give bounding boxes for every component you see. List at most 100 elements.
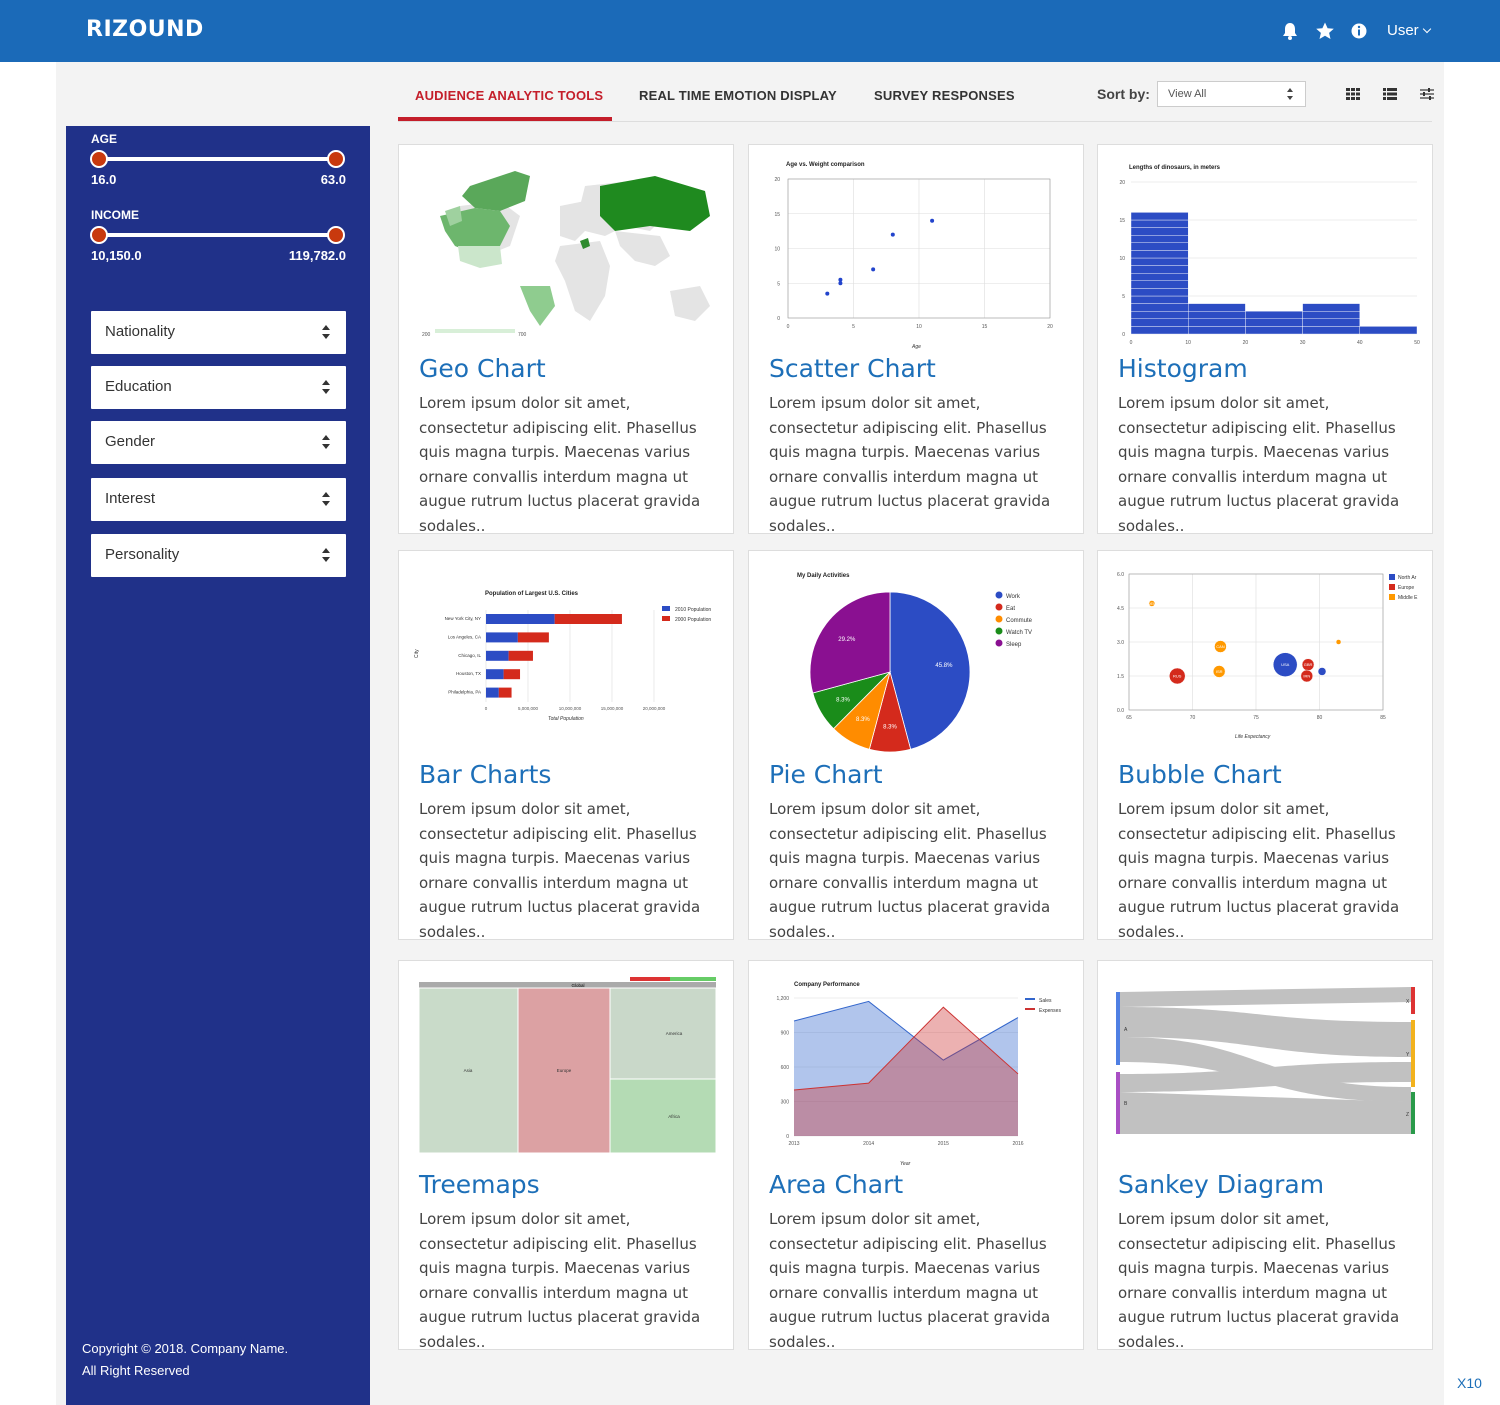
histogram-bar xyxy=(1130,250,1189,259)
age-min-handle[interactable] xyxy=(90,150,108,168)
bubble-label: GBR xyxy=(1304,662,1313,667)
chart-card-sankey[interactable]: A B X Y Z Sankey Diagram Lorem ipsum dol… xyxy=(1097,960,1433,1351)
histogram-bar xyxy=(1359,326,1418,335)
pie-slice-label: 8.3% xyxy=(856,717,870,723)
legend-swatch xyxy=(1389,584,1395,590)
chart-card-geo[interactable]: 200 700 Geo Chart Lorem ipsum dolor sit … xyxy=(398,144,734,535)
scatter-point xyxy=(890,232,895,237)
info-icon[interactable] xyxy=(1349,21,1369,41)
user-menu[interactable]: User xyxy=(1387,22,1431,39)
income-min-value: 10,150.0 xyxy=(91,248,142,263)
legend-label: Work xyxy=(1006,594,1021,600)
filter-sidebar: AGE 16.0 63.0 INCOME 10,150.0 119,782.0 … xyxy=(66,126,370,1405)
treemap-root-label: Global xyxy=(571,983,584,988)
filter-settings-icon[interactable] xyxy=(1420,87,1434,101)
bar-2010 xyxy=(486,687,499,698)
card-title[interactable]: Bubble Chart xyxy=(1118,760,1282,789)
histogram-bar xyxy=(1130,326,1189,335)
histogram-bar xyxy=(1245,318,1303,327)
histogram-bar xyxy=(1130,295,1189,304)
histogram-bar xyxy=(1130,234,1189,243)
x-tick-label: 2015 xyxy=(938,1141,949,1147)
histogram-bar xyxy=(1130,257,1189,266)
tab-audience-analytic-tools[interactable]: AUDIENCE ANALYTIC TOOLS xyxy=(415,88,604,103)
income-slider-track[interactable] xyxy=(99,233,337,237)
income-max-handle[interactable] xyxy=(327,226,345,244)
treemap-header xyxy=(419,982,716,988)
chart-card-histogram[interactable]: Lengths of dinosaurs, in meters 0 5 10 15 20… xyxy=(1097,144,1433,535)
x-tick-label: 75 xyxy=(1253,715,1259,721)
chart-card-bubble[interactable]: 65 70 75 80 85 0.0 1.5 3.0 4.5 6.0 DEU RUS CAN ISR USA… xyxy=(1097,550,1433,941)
age-max-value: 63.0 xyxy=(320,172,346,187)
chart-card-area[interactable]: Company Performance 0 300 600 900 1,200 Sales… xyxy=(748,960,1084,1351)
age-max-handle[interactable] xyxy=(327,150,345,168)
card-title[interactable]: Sankey Diagram xyxy=(1118,1170,1325,1199)
treemap-label: Asia xyxy=(464,1068,473,1073)
histogram-bar xyxy=(1302,318,1361,327)
x-tick-label: 0 xyxy=(1130,340,1133,346)
histogram-bar xyxy=(1187,326,1246,335)
chart-card-treemap[interactable]: Global Asia Europe America Africa Treema… xyxy=(398,960,734,1351)
bubble-label: ISR xyxy=(1216,669,1223,674)
histogram-bar xyxy=(1302,310,1361,319)
select-label: Personality xyxy=(105,546,180,563)
card-title[interactable]: Treemaps xyxy=(419,1170,540,1199)
chart-card-scatter[interactable]: Age vs. Weight comparison 0 5 10 15 20 0 5 10 15… xyxy=(748,144,1084,535)
card-title[interactable]: Area Chart xyxy=(769,1170,904,1199)
age-min-value: 16.0 xyxy=(91,172,117,187)
x-tick-label: 10 xyxy=(1185,340,1191,346)
list-view-icon[interactable] xyxy=(1383,87,1397,101)
legend-swatch xyxy=(995,627,1003,635)
bar-2000 xyxy=(554,614,622,624)
app-logo[interactable]: RIZOUND xyxy=(86,17,204,42)
user-label: User xyxy=(1387,22,1419,39)
treemap-label: Africa xyxy=(668,1114,680,1119)
chart-card-pie[interactable]: My Daily Activities 45.8% 8.3% 8.3% 8.3% 29.… xyxy=(748,550,1084,941)
card-title[interactable]: Bar Charts xyxy=(419,760,552,789)
sankey-node-x xyxy=(1411,987,1415,1014)
card-description: Lorem ipsum dolor sit amet, consectetur … xyxy=(419,800,701,941)
education-select[interactable]: Education xyxy=(91,366,346,409)
tab-survey-responses[interactable]: SURVEY RESPONSES xyxy=(874,88,1015,103)
personality-select[interactable]: Personality xyxy=(91,534,346,577)
legend-label: Watch TV xyxy=(1006,630,1032,636)
sort-select[interactable]: View All xyxy=(1157,81,1306,107)
histogram-bar xyxy=(1302,326,1361,335)
histogram-bar xyxy=(1130,219,1189,228)
bubble xyxy=(1169,667,1186,685)
scatter-point xyxy=(838,277,843,282)
x-tick-label: 10,000,000 xyxy=(559,706,582,711)
legend-label: Middle E xyxy=(1398,595,1418,601)
gender-select[interactable]: Gender xyxy=(91,421,346,464)
y-tick-label: 5 xyxy=(777,281,780,287)
x-tick-label: 80 xyxy=(1317,715,1323,721)
chart-card-bar[interactable]: Population of Largest U.S. Cities 0 5,000… xyxy=(398,550,734,941)
card-title[interactable]: Histogram xyxy=(1118,354,1248,383)
card-title[interactable]: Geo Chart xyxy=(419,354,546,383)
nationality-select[interactable]: Nationality xyxy=(91,311,346,354)
y-tick-label: 0 xyxy=(786,1134,789,1140)
bar-2000 xyxy=(508,650,533,661)
age-slider-track[interactable] xyxy=(99,157,337,161)
legend-label: Eat xyxy=(1006,606,1015,612)
sankey-node-a xyxy=(1116,992,1120,1065)
income-min-handle[interactable] xyxy=(90,226,108,244)
x-tick-label: 20 xyxy=(1047,324,1053,330)
sankey-label: X xyxy=(1406,999,1410,1005)
legend-swatch xyxy=(995,603,1003,611)
bell-icon[interactable] xyxy=(1280,21,1300,41)
legend-label: Sleep xyxy=(1006,642,1022,648)
bubble xyxy=(1335,639,1342,645)
scatter-title: Age vs. Weight comparison xyxy=(786,162,865,168)
star-icon[interactable] xyxy=(1315,21,1335,41)
bubble-xlabel: Life Expectancy xyxy=(1235,734,1271,740)
grid-view-icon[interactable] xyxy=(1346,87,1360,101)
card-title[interactable]: Pie Chart xyxy=(769,760,883,789)
pie-slice-label: 8.3% xyxy=(883,724,897,730)
card-title[interactable]: Scatter Chart xyxy=(769,354,936,383)
interest-select[interactable]: Interest xyxy=(91,478,346,521)
sort-arrows-icon xyxy=(322,435,330,449)
legend-label: 2010 Population xyxy=(675,607,711,613)
tab-real-time-emotion-display[interactable]: REAL TIME EMOTION DISPLAY xyxy=(639,88,837,103)
y-tick-label: 10 xyxy=(774,247,780,253)
